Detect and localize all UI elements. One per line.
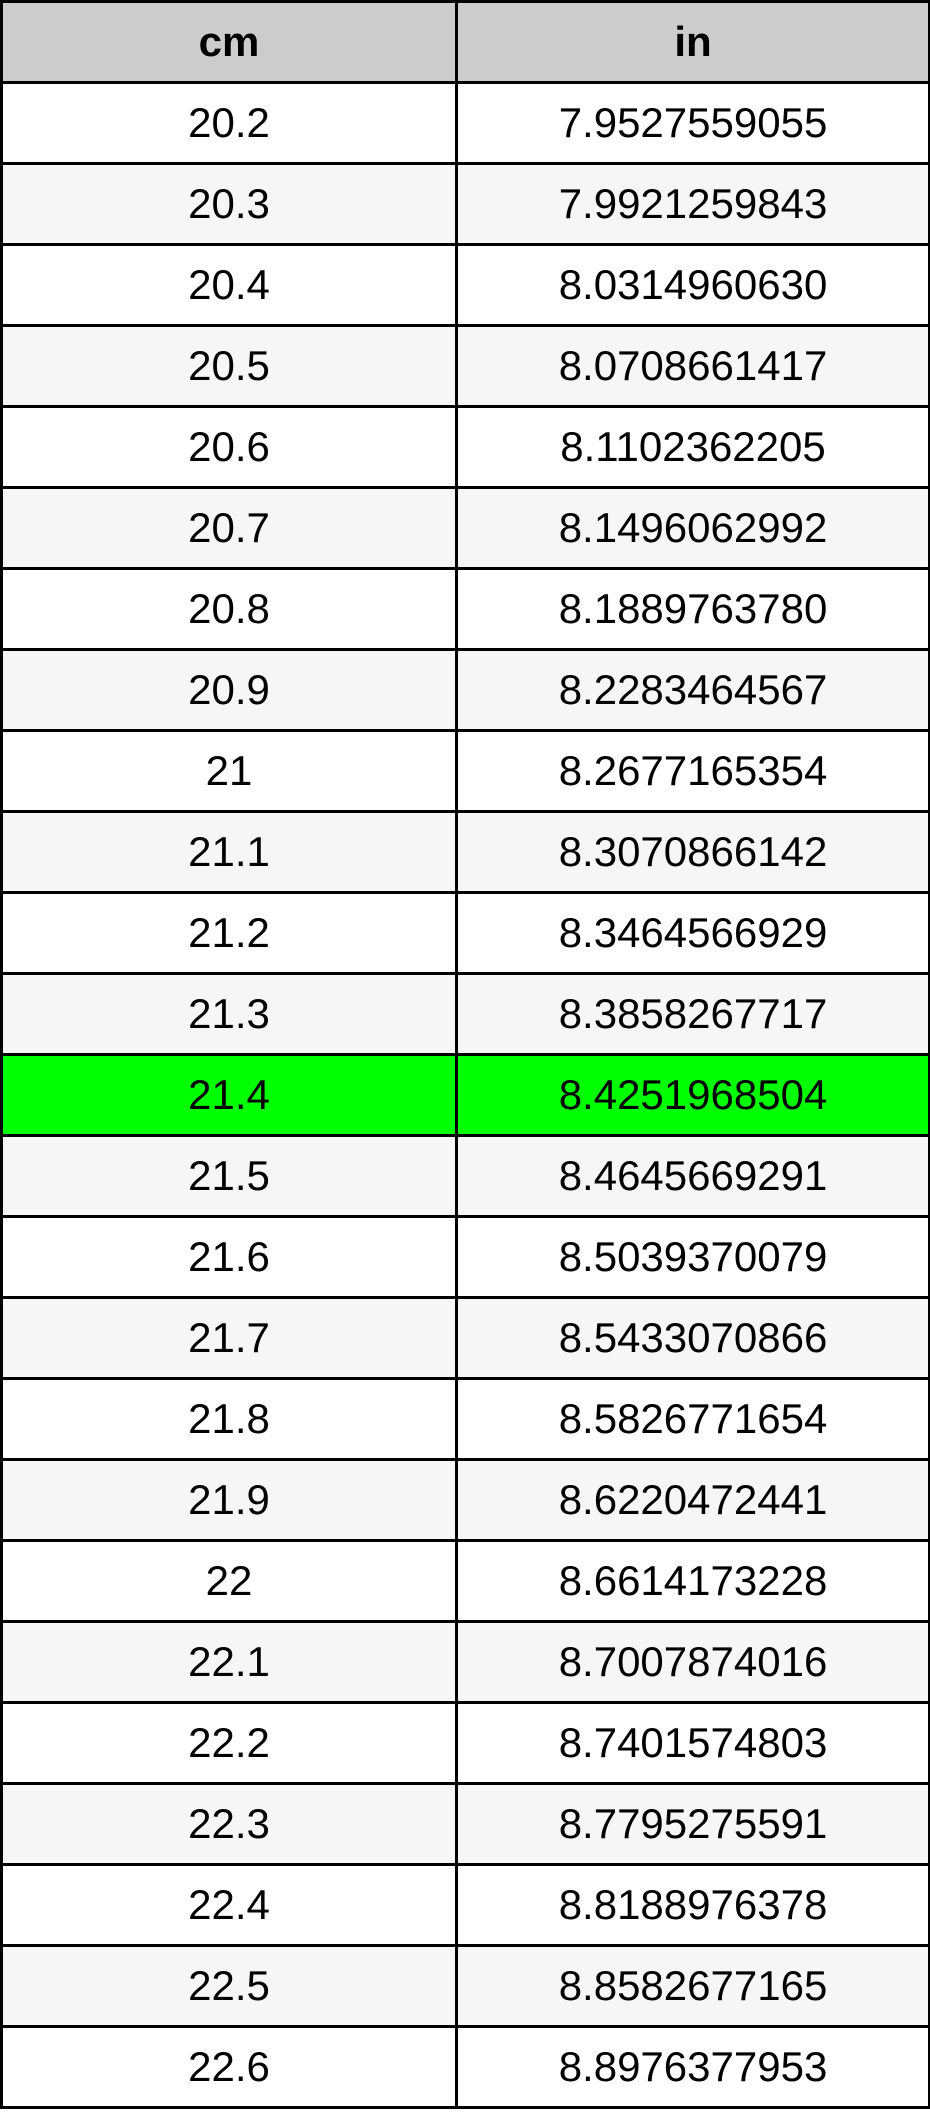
in-value-cell: 8.7007874016 [455,1620,930,1704]
table-row: 20.2 7.9527559055 [0,81,930,165]
in-value-cell: 8.7401574803 [455,1701,930,1785]
table-row: 22 8.6614173228 [0,1539,930,1623]
table-row: 21.3 8.3858267717 [0,972,930,1056]
in-value-cell: 8.5826771654 [455,1377,930,1461]
table-row: 21.1 8.3070866142 [0,810,930,894]
table-row: 21.7 8.5433070866 [0,1296,930,1380]
column-header-cm: cm [0,0,458,84]
in-value-cell: 8.4645669291 [455,1134,930,1218]
table-row: 21.5 8.4645669291 [0,1134,930,1218]
in-value-cell: 7.9527559055 [455,81,930,165]
table-row: 21.8 8.5826771654 [0,1377,930,1461]
cm-value-cell: 20.3 [0,162,458,246]
table-row: 20.3 7.9921259843 [0,162,930,246]
table-row: 22.1 8.7007874016 [0,1620,930,1704]
cm-value-cell: 22.5 [0,1944,458,2028]
in-value-cell: 8.0708661417 [455,324,930,408]
table-row: 22.4 8.8188976378 [0,1863,930,1947]
in-value-cell: 8.6614173228 [455,1539,930,1623]
cm-value-cell: 21.1 [0,810,458,894]
table-row: 20.5 8.0708661417 [0,324,930,408]
table-row: 20.7 8.1496062992 [0,486,930,570]
conversion-table-body: 20.2 7.9527559055 20.3 7.9921259843 20.4 8.03… [0,81,930,2109]
in-value-cell: 8.4251968504 [455,1053,930,1137]
in-value-cell: 8.0314960630 [455,243,930,327]
in-value-cell: 8.8582677165 [455,1944,930,2028]
cm-value-cell: 21.2 [0,891,458,975]
cm-value-cell: 20.8 [0,567,458,651]
table-row: 21.9 8.6220472441 [0,1458,930,1542]
cm-value-cell: 22.4 [0,1863,458,1947]
table-row: 22.6 8.8976377953 [0,2025,930,2109]
cm-value-cell: 20.5 [0,324,458,408]
table-row: 21.6 8.5039370079 [0,1215,930,1299]
cm-value-cell: 20.2 [0,81,458,165]
in-value-cell: 8.7795275591 [455,1782,930,1866]
table-row: 22.2 8.7401574803 [0,1701,930,1785]
cm-value-cell: 22.6 [0,2025,458,2109]
header-row: cm in [0,0,930,84]
cm-value-cell: 21.6 [0,1215,458,1299]
cm-value-cell: 21.5 [0,1134,458,1218]
in-value-cell: 8.3858267717 [455,972,930,1056]
in-value-cell: 8.5039370079 [455,1215,930,1299]
table-row: 20.4 8.0314960630 [0,243,930,327]
in-value-cell: 8.1889763780 [455,567,930,651]
in-value-cell: 8.3464566929 [455,891,930,975]
table-row: 20.9 8.2283464567 [0,648,930,732]
table-header: cm in [0,0,930,84]
in-value-cell: 8.8188976378 [455,1863,930,1947]
cm-value-cell: 20.9 [0,648,458,732]
table-row: 21.4 8.4251968504 [0,1053,930,1137]
table-row: 22.3 8.7795275591 [0,1782,930,1866]
cm-value-cell: 22.3 [0,1782,458,1866]
table-row: 22.5 8.8582677165 [0,1944,930,2028]
cm-value-cell: 21.7 [0,1296,458,1380]
cm-value-cell: 21 [0,729,458,813]
in-value-cell: 8.5433070866 [455,1296,930,1380]
in-value-cell: 8.8976377953 [455,2025,930,2109]
cm-value-cell: 21.4 [0,1053,458,1137]
table-row: 20.6 8.1102362205 [0,405,930,489]
cm-value-cell: 22 [0,1539,458,1623]
in-value-cell: 8.3070866142 [455,810,930,894]
in-value-cell: 8.1102362205 [455,405,930,489]
cm-value-cell: 21.3 [0,972,458,1056]
in-value-cell: 8.6220472441 [455,1458,930,1542]
cm-value-cell: 20.6 [0,405,458,489]
cm-value-cell: 22.1 [0,1620,458,1704]
table-row: 21.2 8.3464566929 [0,891,930,975]
cm-value-cell: 20.4 [0,243,458,327]
cm-value-cell: 20.7 [0,486,458,570]
table-row: 21 8.2677165354 [0,729,930,813]
in-value-cell: 8.2283464567 [455,648,930,732]
cm-value-cell: 21.9 [0,1458,458,1542]
in-value-cell: 7.9921259843 [455,162,930,246]
cm-value-cell: 22.2 [0,1701,458,1785]
table-row: 20.8 8.1889763780 [0,567,930,651]
cm-value-cell: 21.8 [0,1377,458,1461]
in-value-cell: 8.2677165354 [455,729,930,813]
in-value-cell: 8.1496062992 [455,486,930,570]
column-header-in: in [455,0,930,84]
